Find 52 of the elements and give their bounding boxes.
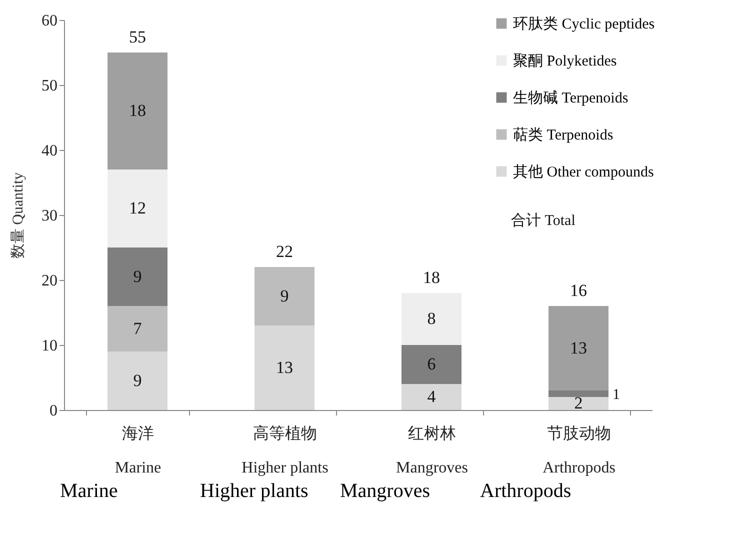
total-label: 55 [129,28,146,46]
data-label: 9 [133,266,142,286]
data-label: 6 [427,354,436,374]
y-axis-title: 数量 Quantity [10,172,26,259]
data-label: 13 [570,338,587,358]
text: Arthropods [480,480,572,503]
legend-label: 萜类 Terpenoids [513,126,614,144]
data-label: 2 [574,394,583,412]
y-tick-label: 0 [50,402,58,420]
y-tick-label: 30 [42,208,58,224]
y-tick-label: 20 [42,272,58,290]
x-tick-label: 高等植物 Higher plants [242,424,328,476]
bar [108,306,168,352]
total-label: 16 [570,281,587,300]
bar [402,345,462,384]
y-tick-label: 10 [42,338,58,354]
data-label: 9 [133,370,142,390]
y-tick-label: 60 [42,12,58,30]
legend-label: 其他 Other compounds [513,164,654,180]
bar [108,52,168,170]
bar [402,293,462,345]
x-tick-label: 海洋 Marine [114,426,162,476]
data-label: 8 [427,309,436,328]
bar [254,267,314,326]
bar [548,397,608,410]
data-label: 7 [133,318,142,338]
x-tick-label: 红树林 Mangroves [396,424,468,476]
data-label: 1 [612,386,620,403]
bar [108,352,168,410]
bar [108,248,168,306]
x-tick-label: 节肢动物 Arthropods [542,424,616,476]
bar [548,390,608,397]
annotation: 合计 Total [511,212,576,229]
y-tick-label: 40 [42,142,58,160]
total-label: 22 [276,242,293,261]
data-label: 9 [280,286,289,306]
data-label: 12 [129,198,146,218]
text: Mangroves [340,480,431,503]
legend-label: 环肽类 Cyclic peptides [513,16,655,32]
text: Marine [60,480,119,503]
data-label: 13 [276,358,293,377]
text: Higher plants [200,480,310,503]
bar [548,306,608,390]
bar [108,170,168,248]
bar [254,326,314,410]
legend-label: 生物碱 Terpenoids [513,90,628,106]
legend-label: 聚酮 Polyketides [513,52,617,70]
data-label: 4 [427,387,436,406]
bar [402,384,462,410]
total-label: 18 [423,268,440,287]
y-tick-label: 50 [42,78,58,94]
data-label: 18 [129,101,146,120]
